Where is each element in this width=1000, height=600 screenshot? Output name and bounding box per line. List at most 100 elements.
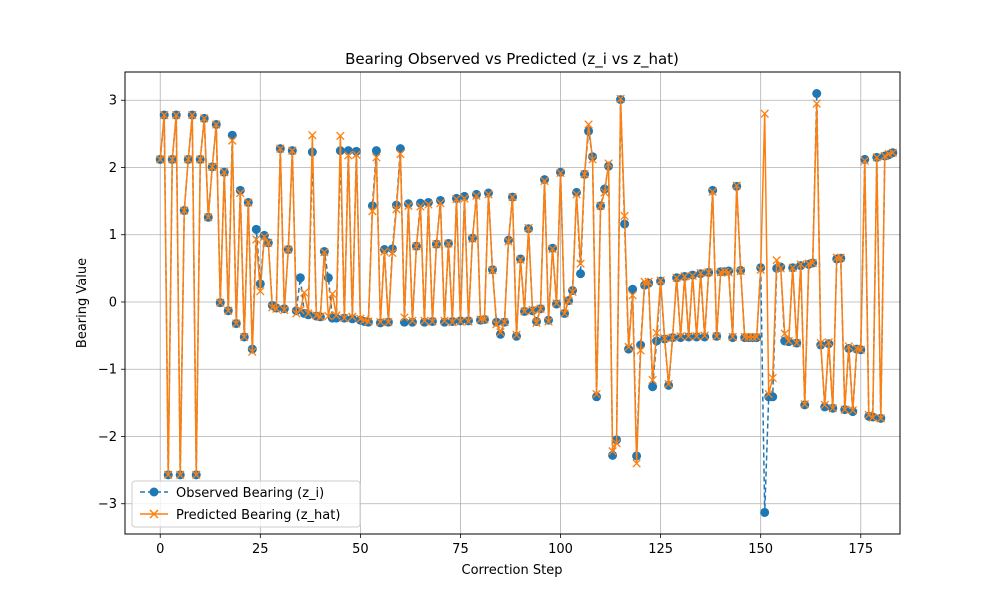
data-point <box>636 346 645 355</box>
data-point <box>664 379 673 389</box>
data-point <box>320 247 329 257</box>
data-point <box>252 235 261 244</box>
data-point <box>760 109 769 118</box>
y-axis: −3 −2 −1 0 1 2 3 <box>98 94 125 512</box>
data-point <box>179 206 189 215</box>
data-point <box>520 307 529 316</box>
data-point <box>624 342 633 352</box>
data-point <box>604 159 613 168</box>
data-point <box>300 288 309 297</box>
data-point <box>328 289 337 299</box>
data-point <box>483 188 493 198</box>
data-point <box>464 317 473 326</box>
data-point <box>796 260 805 269</box>
data-point <box>224 306 233 315</box>
data-point <box>532 318 541 328</box>
data-point <box>732 181 741 190</box>
data-point <box>528 305 537 315</box>
data-point <box>708 185 718 195</box>
data-point <box>163 470 173 480</box>
data-point <box>576 259 585 268</box>
data-point <box>452 194 461 204</box>
y-tick-label: 0 <box>109 295 117 310</box>
data-point <box>200 114 209 123</box>
data-point <box>456 317 465 326</box>
data-point <box>644 277 653 287</box>
legend-label-predicted: Predicted Bearing (z_hat) <box>176 508 340 523</box>
data-point <box>548 244 557 254</box>
data-point <box>780 329 789 338</box>
y-axis-label: Bearing Value <box>75 258 90 348</box>
data-point <box>304 309 313 318</box>
data-point <box>295 273 305 283</box>
data-point <box>504 237 513 246</box>
data-point <box>768 392 778 402</box>
data-point <box>191 470 201 480</box>
x-tick-label: 175 <box>848 542 873 557</box>
data-point <box>844 342 854 351</box>
data-point <box>419 317 429 327</box>
data-point <box>748 332 757 342</box>
data-point <box>848 406 858 415</box>
data-point <box>736 266 745 276</box>
data-point <box>248 347 257 357</box>
x-tick-label: 75 <box>452 542 469 557</box>
data-point <box>584 120 593 129</box>
data-point <box>660 334 669 343</box>
data-point <box>692 332 701 341</box>
data-point <box>296 305 305 315</box>
series-layer <box>155 89 898 517</box>
data-point <box>540 175 550 185</box>
data-point <box>572 190 581 199</box>
data-point <box>428 317 437 326</box>
data-point <box>836 253 846 262</box>
data-point <box>208 162 217 172</box>
data-point <box>340 313 349 323</box>
data-point <box>628 291 637 300</box>
data-point <box>620 211 629 221</box>
data-point <box>812 99 821 108</box>
legend-label-observed: Observed Bearing (z_i) <box>176 486 324 501</box>
data-point <box>448 317 457 327</box>
data-point <box>688 271 697 281</box>
data-point <box>700 332 710 342</box>
y-tick-label: 3 <box>109 94 117 109</box>
data-point <box>712 332 721 341</box>
data-point <box>256 286 265 296</box>
data-point <box>212 120 221 129</box>
series-predicted <box>155 94 898 480</box>
data-point <box>280 305 289 315</box>
data-point <box>640 277 649 287</box>
data-point <box>436 198 445 208</box>
data-point <box>740 332 749 342</box>
data-point <box>668 333 677 342</box>
data-point <box>744 332 753 342</box>
data-point <box>480 315 489 324</box>
data-point <box>364 317 373 326</box>
data-point <box>232 319 241 328</box>
data-point <box>696 268 705 278</box>
data-point <box>424 200 433 209</box>
data-point <box>432 239 441 249</box>
data-point <box>560 309 569 318</box>
data-point <box>488 266 497 275</box>
data-point <box>371 146 381 156</box>
plot-frame <box>124 71 901 535</box>
data-point <box>704 268 713 277</box>
data-point <box>368 206 377 216</box>
data-point <box>244 198 253 207</box>
data-point <box>508 192 517 202</box>
data-point <box>648 382 658 392</box>
data-point <box>276 144 285 153</box>
data-point <box>512 331 521 341</box>
data-point <box>336 131 345 141</box>
x-axis-label: Correction Step <box>462 563 563 578</box>
data-point <box>439 317 449 327</box>
data-point <box>472 191 481 200</box>
data-point <box>820 402 830 412</box>
data-point <box>840 405 850 414</box>
data-point <box>235 185 245 195</box>
data-point <box>331 313 341 323</box>
x-tick-label: 25 <box>252 542 269 557</box>
data-point <box>260 232 269 242</box>
